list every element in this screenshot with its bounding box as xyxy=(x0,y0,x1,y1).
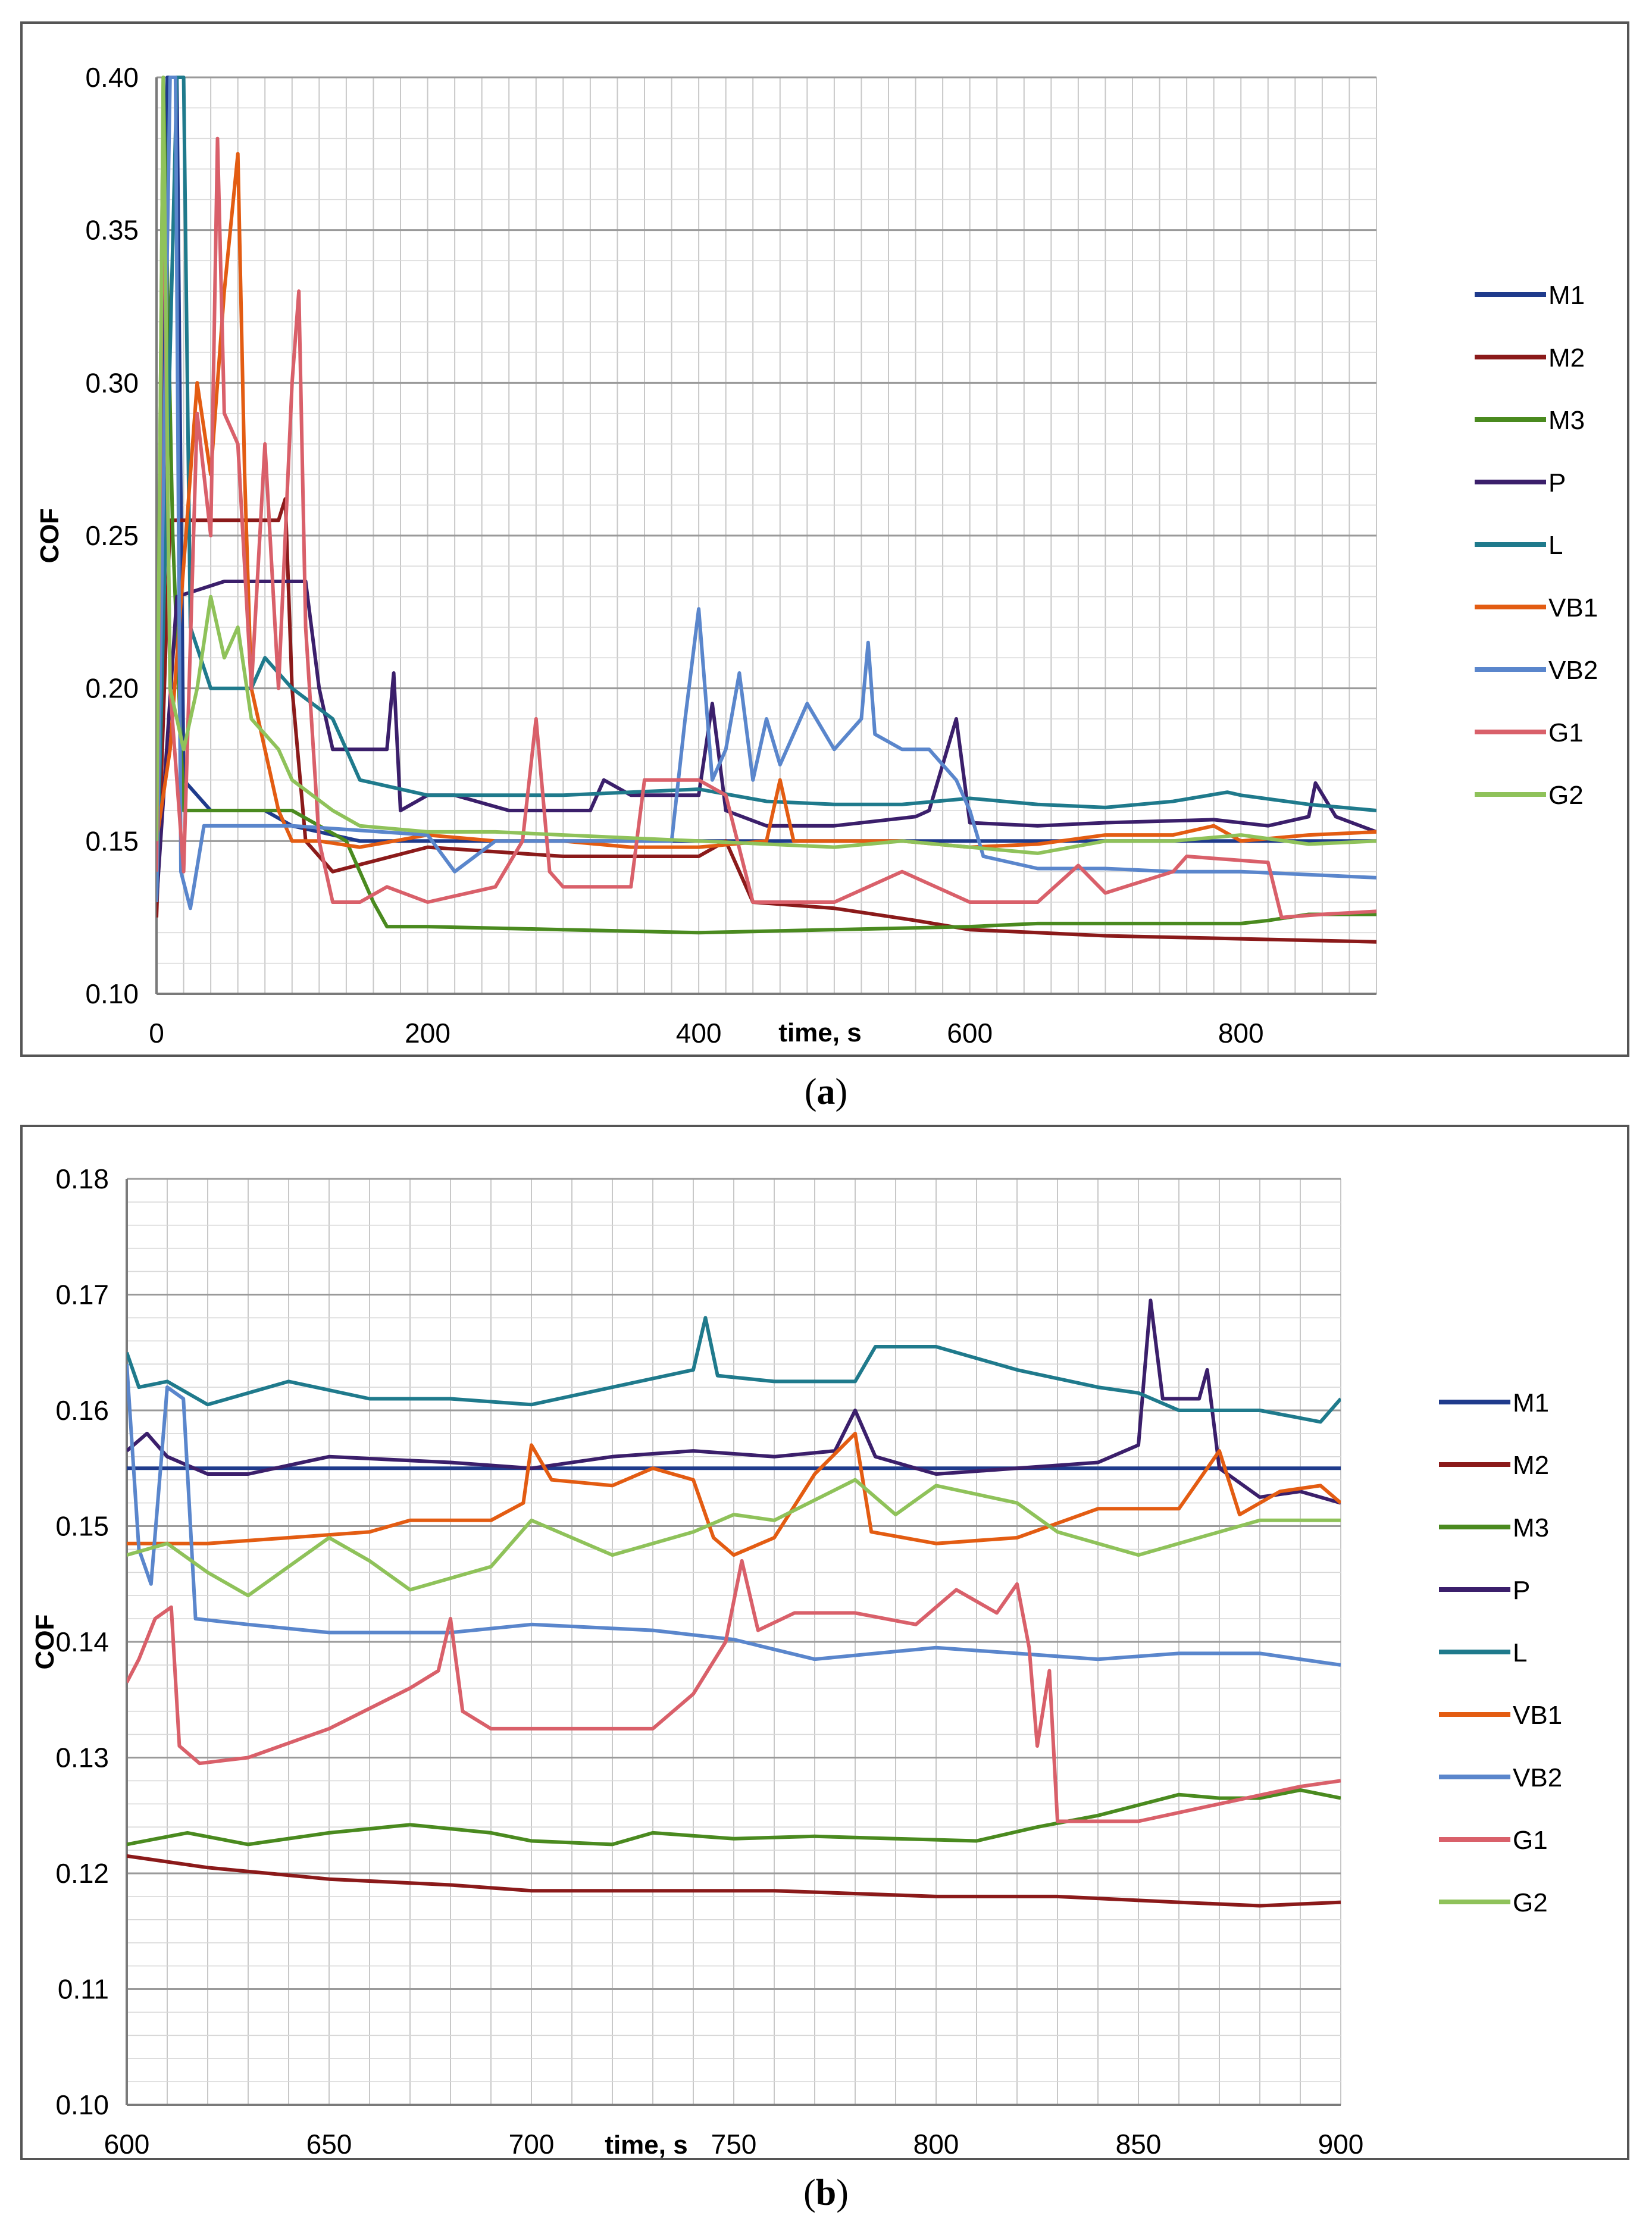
y-axis-label: COF xyxy=(35,508,64,564)
caption-a: (a) xyxy=(804,1072,848,1112)
legend-label-vb2: VB2 xyxy=(1513,1763,1562,1792)
legend-label-m3: M3 xyxy=(1513,1513,1549,1542)
grid-b xyxy=(126,1178,1341,2106)
legend-a: M1 M2 M3 P L VB1 VB2 G1 G2 xyxy=(1475,281,1598,810)
series-line-m2 xyxy=(127,1854,1341,1908)
legend-label-p: P xyxy=(1513,1576,1530,1605)
chart-a-svg: 0.10 0.15 0.20 0.25 0.30 0.35 0.40 0 200 400 600 80… xyxy=(35,62,1598,1049)
x-tick-label: 800 xyxy=(1218,1018,1264,1049)
legend-label-m2: M2 xyxy=(1548,343,1585,373)
legend-label-l: L xyxy=(1548,531,1563,560)
legend-b: M1 M2 M3 P L VB1 VB2 G1 G2 xyxy=(1439,1388,1562,1917)
x-tick-label: 850 xyxy=(1116,2129,1162,2158)
series-line-vb2 xyxy=(127,1364,1341,1667)
series-line-g1 xyxy=(127,1559,1341,1823)
y-tick-label: 0.35 xyxy=(85,215,139,246)
series-line-g1 xyxy=(157,121,1376,919)
y-tick-label: 0.11 xyxy=(58,1974,109,2005)
legend-label-vb1: VB1 xyxy=(1548,593,1598,622)
y-tick-label: 0.30 xyxy=(85,367,139,398)
x-tick-label: 900 xyxy=(1318,2129,1364,2158)
caption-a-letter: a xyxy=(816,1072,836,1112)
x-tick-label: 800 xyxy=(913,2129,959,2158)
series-line-m3 xyxy=(157,76,1376,935)
legend-label-g2: G2 xyxy=(1513,1888,1548,1917)
series-line-g2 xyxy=(157,76,1376,855)
chart-panel-b: 0.10 0.11 0.12 0.13 0.14 0.15 0.16 0.17 0.18 600 6… xyxy=(20,1125,1629,2160)
series-line-vb1 xyxy=(157,152,1376,849)
y-tick-label: 0.18 xyxy=(55,1163,109,1194)
y-tick-label: 0.20 xyxy=(85,673,139,704)
y-tick-label: 0.25 xyxy=(85,520,139,551)
x-tick-label: 700 xyxy=(509,2129,555,2158)
legend-label-m1: M1 xyxy=(1513,1388,1549,1418)
y-axis-label: COF xyxy=(30,1614,60,1670)
chart-panel-a: 0.10 0.15 0.20 0.25 0.30 0.35 0.40 0 200 400 600 80… xyxy=(20,21,1629,1057)
y-tick-label: 0.15 xyxy=(85,825,139,856)
x-tick-label: 400 xyxy=(676,1018,722,1049)
legend-label-m1: M1 xyxy=(1548,281,1585,310)
x-tick-label: 650 xyxy=(306,2129,352,2158)
series-line-p xyxy=(127,1298,1341,1505)
series-line-m2 xyxy=(157,497,1376,944)
caption-b: (b) xyxy=(803,2173,849,2213)
x-tick-label: 600 xyxy=(947,1018,993,1049)
series-line-g2 xyxy=(127,1478,1341,1598)
series-group-a xyxy=(157,76,1376,944)
legend-label-m2: M2 xyxy=(1513,1451,1549,1480)
legend-label-m3: M3 xyxy=(1548,406,1585,435)
legend-label-vb1: VB1 xyxy=(1513,1701,1562,1730)
legend-label-l: L xyxy=(1513,1638,1527,1667)
x-axis-label: time, s xyxy=(605,2130,687,2158)
y-tick-label: 0.13 xyxy=(55,1742,109,1773)
y-tick-label: 0.40 xyxy=(85,62,139,93)
y-tick-label: 0.17 xyxy=(55,1279,109,1310)
y-tick-label: 0.15 xyxy=(55,1511,109,1542)
y-tick-label: 0.16 xyxy=(55,1395,109,1426)
x-tick-label: 0 xyxy=(149,1018,164,1049)
x-axis-label: time, s xyxy=(778,1018,861,1047)
series-line-l xyxy=(127,1316,1341,1424)
legend-label-g1: G1 xyxy=(1548,718,1584,747)
x-tick-label: 600 xyxy=(104,2129,150,2158)
caption-b-letter: b xyxy=(815,2173,837,2213)
y-tick-label: 0.10 xyxy=(85,978,139,1009)
series-line-m1 xyxy=(157,76,1376,903)
series-line-vb2 xyxy=(157,76,1376,910)
x-tick-label: 750 xyxy=(711,2129,757,2158)
y-tick-label: 0.12 xyxy=(55,1858,109,1889)
series-group-b xyxy=(127,1298,1341,1908)
series-line-p xyxy=(157,580,1376,903)
legend-label-p: P xyxy=(1548,468,1566,497)
legend-label-g2: G2 xyxy=(1548,781,1584,810)
x-tick-label: 200 xyxy=(405,1018,450,1049)
series-line-m3 xyxy=(127,1788,1341,1847)
series-line-l xyxy=(157,76,1376,903)
chart-b-svg: 0.10 0.11 0.12 0.13 0.14 0.15 0.16 0.17 0.18 600 6… xyxy=(30,1163,1562,2158)
legend-label-vb2: VB2 xyxy=(1548,656,1598,685)
y-tick-label: 0.14 xyxy=(55,1626,109,1657)
series-line-vb1 xyxy=(127,1431,1341,1557)
y-tick-label: 0.10 xyxy=(55,2089,109,2120)
legend-label-g1: G1 xyxy=(1513,1826,1548,1855)
